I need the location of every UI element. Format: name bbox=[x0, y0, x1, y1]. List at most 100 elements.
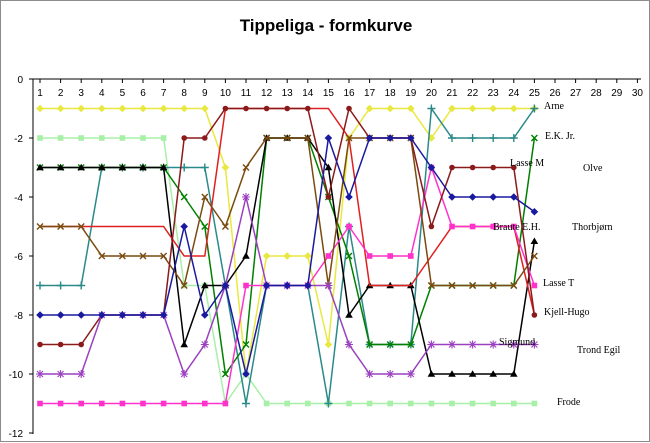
data-point bbox=[36, 104, 44, 113]
data-point bbox=[222, 400, 229, 407]
data-point bbox=[345, 193, 353, 201]
data-point bbox=[36, 370, 44, 378]
data-point bbox=[304, 134, 312, 142]
data-point bbox=[408, 253, 414, 259]
data-point bbox=[180, 282, 188, 289]
data-point bbox=[427, 370, 436, 377]
data-point bbox=[489, 134, 498, 142]
data-point bbox=[139, 311, 147, 319]
data-point bbox=[263, 134, 271, 142]
data-point bbox=[304, 281, 312, 290]
data-point bbox=[140, 135, 146, 141]
data-point bbox=[530, 237, 539, 245]
data-point bbox=[449, 400, 455, 407]
data-point bbox=[119, 135, 126, 141]
x-tick-label: 11 bbox=[241, 88, 252, 99]
data-point bbox=[159, 311, 168, 319]
x-tick-label: 29 bbox=[611, 88, 623, 99]
data-point bbox=[57, 135, 64, 141]
data-point bbox=[201, 281, 209, 289]
x-tick-label: 4 bbox=[99, 88, 105, 99]
data-point bbox=[511, 164, 517, 171]
data-point bbox=[448, 282, 456, 289]
data-point bbox=[469, 223, 476, 230]
data-point bbox=[263, 105, 270, 112]
data-point bbox=[262, 252, 271, 260]
data-point bbox=[139, 252, 147, 260]
x-tick-label: 8 bbox=[181, 88, 187, 99]
data-point bbox=[530, 104, 539, 113]
x-tick-label: 6 bbox=[140, 88, 146, 99]
data-point bbox=[511, 400, 517, 407]
series-label: Thorbjørn bbox=[572, 222, 613, 233]
data-point bbox=[365, 370, 374, 378]
data-point bbox=[408, 400, 414, 407]
data-point bbox=[468, 104, 477, 113]
data-point bbox=[427, 340, 436, 349]
series-label: Frode bbox=[557, 397, 581, 408]
data-point bbox=[242, 399, 250, 408]
data-point bbox=[78, 135, 84, 141]
data-point bbox=[469, 400, 476, 407]
data-point bbox=[284, 400, 290, 407]
series-group bbox=[37, 135, 538, 407]
data-point bbox=[448, 134, 456, 142]
data-point bbox=[407, 104, 415, 113]
data-point bbox=[202, 135, 208, 141]
data-point bbox=[243, 282, 249, 289]
data-point bbox=[428, 223, 435, 230]
data-point bbox=[159, 163, 168, 171]
data-point bbox=[221, 370, 229, 378]
data-point bbox=[407, 341, 415, 348]
data-point bbox=[36, 163, 44, 171]
data-point bbox=[530, 340, 539, 349]
data-point bbox=[118, 104, 127, 113]
data-point bbox=[118, 163, 127, 171]
data-point bbox=[324, 281, 333, 290]
data-point bbox=[530, 207, 539, 216]
y-tick-label: 0 bbox=[17, 75, 23, 86]
data-point bbox=[490, 223, 496, 230]
data-point bbox=[386, 134, 394, 142]
data-point bbox=[531, 282, 538, 289]
data-point bbox=[222, 105, 229, 112]
x-tick-label: 27 bbox=[570, 88, 582, 99]
data-point bbox=[365, 104, 374, 113]
data-point bbox=[324, 163, 333, 171]
data-point bbox=[56, 370, 65, 378]
data-point bbox=[366, 341, 374, 348]
series-lines bbox=[36, 104, 539, 408]
series-group bbox=[36, 134, 538, 289]
data-point bbox=[510, 104, 518, 113]
y-tick-label: -6 bbox=[14, 252, 23, 263]
series-label: Trond Egil bbox=[577, 345, 620, 356]
data-point bbox=[202, 400, 208, 407]
series-label: Arne bbox=[544, 101, 565, 112]
x-tick-label: 17 bbox=[364, 88, 376, 99]
data-point bbox=[118, 311, 127, 319]
data-point bbox=[386, 104, 394, 113]
data-point bbox=[263, 400, 270, 407]
data-point bbox=[200, 163, 209, 172]
data-point bbox=[78, 400, 84, 407]
x-tick-label: 1 bbox=[37, 88, 43, 99]
data-point bbox=[448, 104, 456, 113]
data-point bbox=[387, 400, 393, 407]
data-point bbox=[180, 163, 189, 172]
series-label: Lasse T bbox=[543, 278, 574, 289]
data-point bbox=[221, 223, 229, 230]
data-point bbox=[509, 134, 518, 142]
data-point bbox=[77, 281, 86, 290]
data-point bbox=[77, 370, 86, 378]
x-tick-label: 3 bbox=[78, 88, 84, 99]
data-point bbox=[180, 193, 188, 201]
data-point bbox=[77, 311, 85, 319]
data-point bbox=[490, 400, 496, 407]
x-tick-label: 24 bbox=[508, 88, 520, 99]
data-point bbox=[530, 134, 538, 142]
x-tick-label: 5 bbox=[120, 88, 126, 99]
x-tick-label: 15 bbox=[323, 88, 335, 99]
data-point bbox=[346, 223, 352, 230]
data-point bbox=[531, 400, 538, 407]
x-tick-label: 19 bbox=[405, 88, 417, 99]
